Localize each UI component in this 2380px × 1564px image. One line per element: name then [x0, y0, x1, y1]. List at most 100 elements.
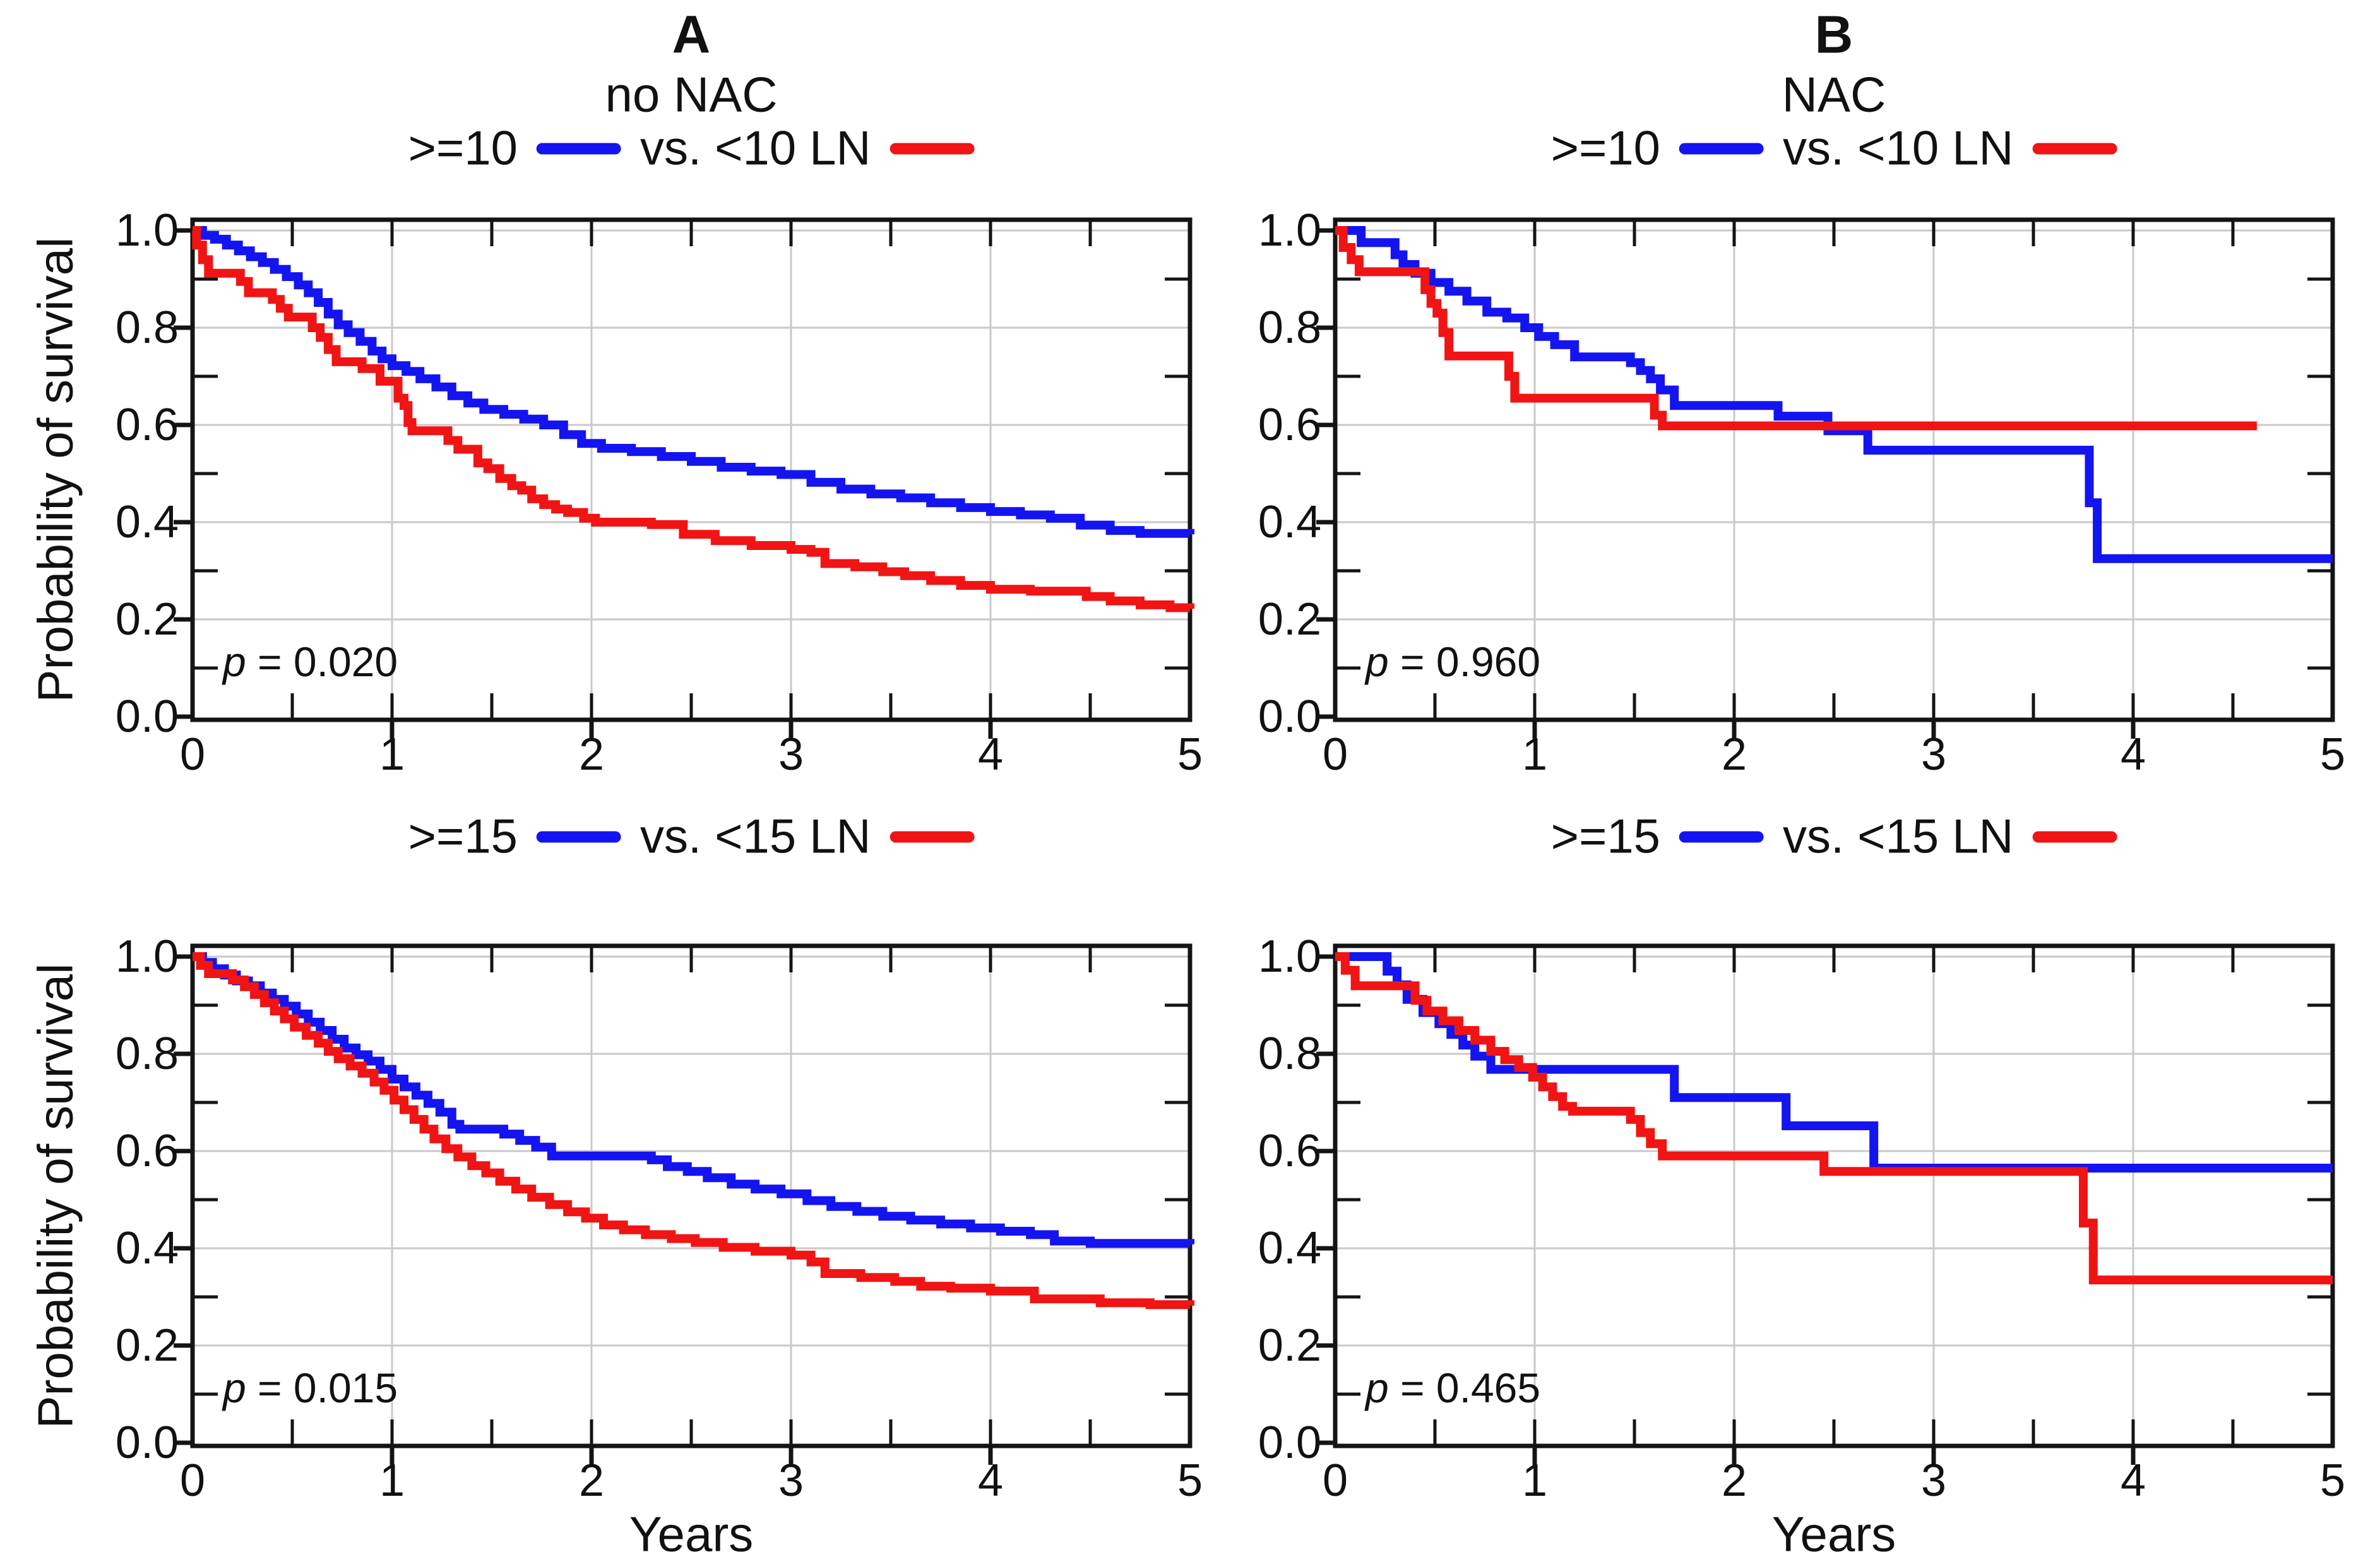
legend-group1-label: >=15 — [408, 809, 518, 864]
ytick-A-bottom-0.0: 0.0 — [115, 1418, 179, 1468]
ytick-B-bottom-0.2: 0.2 — [1258, 1320, 1321, 1371]
legend-group1-label: >=10 — [1550, 121, 1660, 176]
xtick-B-bottom-5: 5 — [2319, 1455, 2346, 1506]
legend-vs-label: vs. <15 LN — [640, 809, 871, 864]
ytick-A-bottom-0.4: 0.4 — [115, 1223, 179, 1274]
survival-curve-lt15 — [1335, 952, 2333, 1285]
ytick-B-top-1.0: 1.0 — [1258, 205, 1321, 256]
legend-blue-line-icon — [1679, 831, 1764, 842]
legend-vs-label: vs. <10 LN — [640, 121, 871, 176]
x-axis-title-right: Years — [1771, 1506, 1896, 1562]
panel-letter-a: A — [672, 4, 711, 64]
ytick-A-bottom-0.2: 0.2 — [115, 1320, 179, 1371]
plot-canvas-A-top — [174, 217, 1194, 739]
p-value-text: = 0.020 — [246, 638, 398, 685]
xtick-A-top-0: 0 — [179, 729, 206, 780]
xtick-B-bottom-1: 1 — [1521, 1455, 1548, 1506]
p-value-text: = 0.960 — [1388, 638, 1541, 685]
legend-group1-label: >=15 — [1550, 809, 1660, 864]
x-axis-title-left: Years — [629, 1506, 754, 1562]
ytick-B-bottom-0.6: 0.6 — [1258, 1126, 1321, 1176]
ytick-B-bottom-0.4: 0.4 — [1258, 1223, 1321, 1274]
panel-letter-b: B — [1814, 4, 1853, 64]
survival-plot-B-top — [1297, 182, 2371, 758]
legend-blue-line-icon — [536, 143, 621, 154]
p-value-text: = 0.015 — [246, 1364, 398, 1411]
p-symbol: p — [223, 1364, 246, 1411]
xtick-A-bottom-1: 1 — [379, 1455, 405, 1506]
p-symbol: p — [1366, 638, 1389, 685]
ytick-A-top-0.2: 0.2 — [115, 594, 179, 645]
plot-frame — [190, 943, 1193, 1448]
xtick-A-bottom-3: 3 — [778, 1455, 804, 1506]
legend-red-line-icon — [2032, 831, 2117, 842]
ytick-B-bottom-1.0: 1.0 — [1258, 931, 1321, 982]
legend-red-line-icon — [2032, 143, 2117, 154]
xtick-B-top-0: 0 — [1322, 729, 1348, 780]
ytick-A-bottom-0.6: 0.6 — [115, 1126, 179, 1176]
legend-vs-label: vs. <10 LN — [1782, 121, 2014, 176]
xtick-B-bottom-0: 0 — [1322, 1455, 1348, 1506]
p-value-A-top: p = 0.020 — [223, 638, 398, 686]
legend-group1-label: >=10 — [408, 121, 518, 176]
panel-subtitle-b: NAC — [1782, 66, 1886, 122]
p-value-B-bottom: p = 0.465 — [1366, 1364, 1540, 1412]
legend-row1-left: >=10 vs. <10 LN — [408, 121, 975, 176]
ytick-A-top-0.8: 0.8 — [115, 302, 179, 353]
survival-plot-A-bottom — [155, 908, 1228, 1484]
xtick-A-bottom-5: 5 — [1177, 1455, 1203, 1506]
p-value-text: = 0.465 — [1388, 1364, 1541, 1411]
ytick-B-top-0.2: 0.2 — [1258, 594, 1321, 645]
ytick-B-bottom-0.8: 0.8 — [1258, 1029, 1321, 1079]
xtick-A-bottom-0: 0 — [179, 1455, 206, 1506]
xtick-A-top-4: 4 — [977, 729, 1004, 780]
plot-frame — [1333, 217, 2335, 722]
legend-blue-line-icon — [536, 831, 621, 842]
ytick-A-top-0.0: 0.0 — [115, 691, 179, 742]
p-symbol: p — [1366, 1364, 1389, 1411]
ytick-A-top-0.6: 0.6 — [115, 400, 179, 450]
survival-curve-lt10 — [1335, 226, 2257, 431]
legend-red-line-icon — [890, 831, 975, 842]
legend-red-line-icon — [890, 143, 975, 154]
survival-curve-ge10 — [1335, 226, 2333, 563]
survival-curve-lt15 — [193, 952, 1194, 1310]
survival-plot-B-bottom — [1297, 908, 2371, 1484]
xtick-A-bottom-4: 4 — [977, 1455, 1004, 1506]
xtick-B-bottom-2: 2 — [1721, 1455, 1747, 1506]
xtick-B-bottom-4: 4 — [2120, 1455, 2146, 1506]
survival-curve-ge15 — [1335, 952, 2333, 1173]
plot-canvas-B-bottom — [1316, 943, 2335, 1465]
legend-vs-label: vs. <15 LN — [1782, 809, 2014, 864]
ytick-B-top-0.8: 0.8 — [1258, 302, 1321, 353]
xtick-B-bottom-3: 3 — [1920, 1455, 1947, 1506]
ytick-A-top-0.4: 0.4 — [115, 497, 179, 547]
xtick-A-top-3: 3 — [778, 729, 804, 780]
survival-curve-lt10 — [192, 226, 1194, 612]
ytick-B-top-0.0: 0.0 — [1258, 691, 1321, 742]
ytick-B-top-0.6: 0.6 — [1258, 400, 1321, 450]
plot-frame — [190, 217, 1193, 722]
xtick-B-top-1: 1 — [1521, 729, 1548, 780]
survival-curve-ge10 — [193, 226, 1194, 538]
xtick-B-top-4: 4 — [2120, 729, 2146, 780]
panel-subtitle-a: no NAC — [605, 66, 778, 122]
legend-row1-right: >=10 vs. <10 LN — [1551, 121, 2117, 176]
xtick-A-bottom-2: 2 — [578, 1455, 605, 1506]
legend-blue-line-icon — [1679, 143, 1764, 154]
legend-row2-right: >=15 vs. <15 LN — [1551, 809, 2117, 864]
xtick-A-top-1: 1 — [379, 729, 405, 780]
xtick-B-top-5: 5 — [2319, 729, 2346, 780]
ytick-B-bottom-0.0: 0.0 — [1258, 1418, 1321, 1468]
p-value-A-bottom: p = 0.015 — [223, 1364, 398, 1412]
ytick-B-top-0.4: 0.4 — [1258, 497, 1321, 547]
plot-canvas-A-bottom — [174, 943, 1194, 1465]
legend-row2-left: >=15 vs. <15 LN — [408, 809, 975, 864]
p-symbol: p — [223, 638, 246, 685]
xtick-A-top-2: 2 — [578, 729, 605, 780]
ytick-A-bottom-1.0: 1.0 — [115, 931, 179, 982]
ytick-A-top-1.0: 1.0 — [115, 205, 179, 256]
plot-frame — [1333, 943, 2335, 1448]
xtick-B-top-2: 2 — [1721, 729, 1747, 780]
